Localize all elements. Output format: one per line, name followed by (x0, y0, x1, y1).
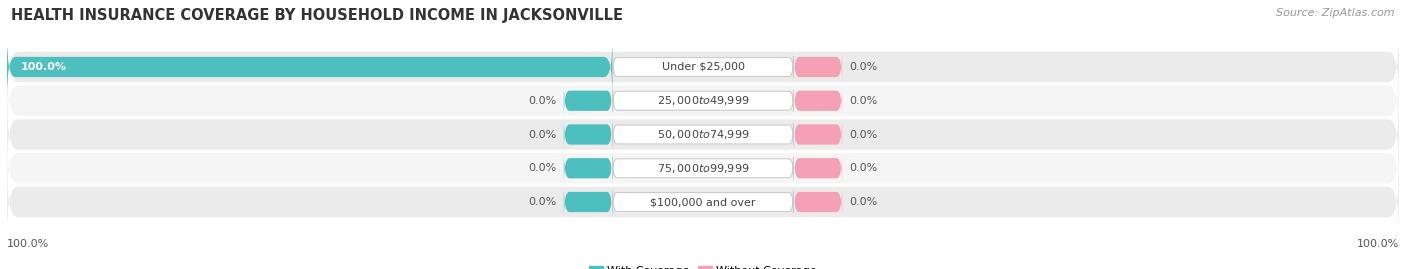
FancyBboxPatch shape (7, 37, 613, 97)
FancyBboxPatch shape (7, 167, 1399, 238)
Text: $25,000 to $49,999: $25,000 to $49,999 (657, 94, 749, 107)
Text: 0.0%: 0.0% (529, 163, 557, 173)
FancyBboxPatch shape (564, 118, 613, 151)
FancyBboxPatch shape (564, 151, 613, 185)
Text: 100.0%: 100.0% (21, 62, 67, 72)
FancyBboxPatch shape (564, 185, 613, 219)
FancyBboxPatch shape (7, 133, 1399, 204)
Text: 0.0%: 0.0% (529, 129, 557, 140)
Text: 0.0%: 0.0% (849, 96, 877, 106)
Text: 100.0%: 100.0% (1357, 239, 1399, 249)
FancyBboxPatch shape (7, 65, 1399, 136)
Text: Under $25,000: Under $25,000 (661, 62, 745, 72)
Text: $75,000 to $99,999: $75,000 to $99,999 (657, 162, 749, 175)
Text: 0.0%: 0.0% (529, 197, 557, 207)
Text: $100,000 and over: $100,000 and over (650, 197, 756, 207)
Text: $50,000 to $74,999: $50,000 to $74,999 (657, 128, 749, 141)
FancyBboxPatch shape (613, 191, 793, 213)
FancyBboxPatch shape (793, 151, 842, 185)
Text: Source: ZipAtlas.com: Source: ZipAtlas.com (1277, 8, 1395, 18)
FancyBboxPatch shape (793, 118, 842, 151)
Text: HEALTH INSURANCE COVERAGE BY HOUSEHOLD INCOME IN JACKSONVILLE: HEALTH INSURANCE COVERAGE BY HOUSEHOLD I… (11, 8, 623, 23)
FancyBboxPatch shape (793, 50, 842, 84)
FancyBboxPatch shape (613, 157, 793, 179)
FancyBboxPatch shape (613, 124, 793, 145)
FancyBboxPatch shape (7, 31, 1399, 102)
FancyBboxPatch shape (793, 185, 842, 219)
Text: 0.0%: 0.0% (529, 96, 557, 106)
FancyBboxPatch shape (613, 56, 793, 78)
FancyBboxPatch shape (793, 84, 842, 118)
FancyBboxPatch shape (564, 84, 613, 118)
Text: 0.0%: 0.0% (849, 129, 877, 140)
Text: 0.0%: 0.0% (849, 197, 877, 207)
FancyBboxPatch shape (613, 90, 793, 112)
Text: 0.0%: 0.0% (849, 163, 877, 173)
FancyBboxPatch shape (7, 99, 1399, 170)
Legend: With Coverage, Without Coverage: With Coverage, Without Coverage (585, 261, 821, 269)
Text: 0.0%: 0.0% (849, 62, 877, 72)
Text: 100.0%: 100.0% (7, 239, 49, 249)
